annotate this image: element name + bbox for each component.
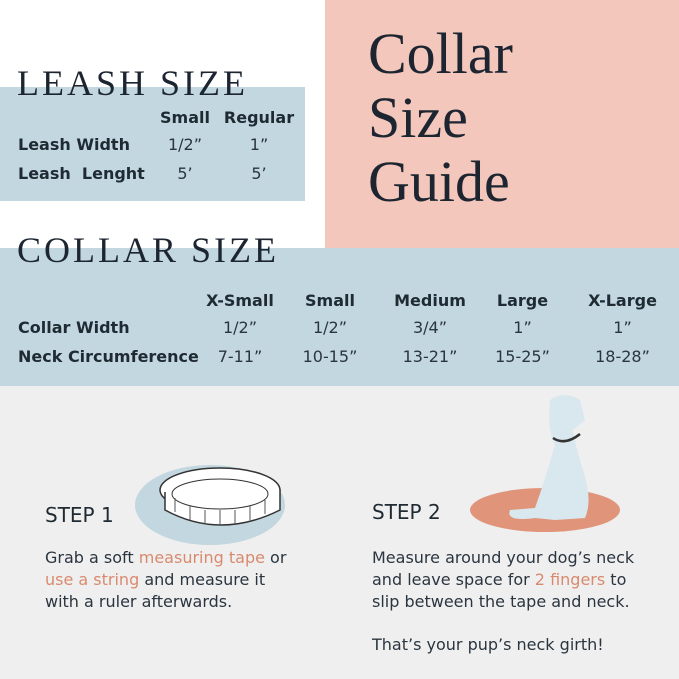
collar-heading: COLLAR SIZE: [17, 230, 279, 270]
measuring-tape-icon: [135, 465, 285, 545]
highlight: 2 fingers: [534, 570, 606, 589]
cell: 1”: [249, 135, 269, 154]
highlight: measuring tape: [138, 548, 265, 567]
step1-text: Grab a soft measuring tape or use a stri…: [45, 547, 286, 613]
step2-text: Measure around your dog’s neck and leave…: [372, 547, 634, 613]
row-label: Leash Width: [18, 135, 130, 154]
cell: 18-28”: [595, 347, 650, 366]
title-line: Guide: [368, 149, 510, 214]
step2-final: That’s your pup’s neck girth!: [372, 635, 604, 654]
text: with a ruler afterwards.: [45, 592, 233, 611]
cell: 1/2”: [222, 318, 258, 337]
cell: 10-15”: [302, 347, 358, 366]
collar-table-bg: [0, 248, 679, 386]
cell: 1/2”: [312, 318, 348, 337]
cell: 13-21”: [402, 347, 458, 366]
leash-heading: LEASH SIZE: [17, 63, 248, 103]
col-header: X-Small: [206, 291, 274, 310]
sitting-dog-icon: [470, 395, 620, 532]
text: and measure it: [139, 570, 266, 589]
text: Grab a soft: [45, 548, 139, 567]
cell: 1”: [613, 318, 632, 337]
title-line: Collar: [368, 21, 513, 86]
cell: 7-11”: [217, 347, 263, 366]
step2-title: STEP 2: [372, 500, 441, 524]
row-label: Leash Lenght: [18, 164, 145, 183]
cell: 5’: [177, 164, 193, 183]
text: or: [264, 548, 287, 567]
text: Measure around your dog’s neck: [372, 548, 635, 567]
row-label: Neck Circumference: [18, 347, 199, 366]
col-header: Regular: [223, 108, 295, 127]
cell: 1”: [513, 318, 532, 337]
step1-title: STEP 1: [45, 503, 114, 527]
col-header: X-Large: [588, 291, 657, 310]
title-line: Size: [368, 85, 468, 150]
col-header: Small: [160, 108, 210, 127]
page-title: Collar Size Guide: [368, 22, 513, 214]
cell: 5’: [251, 164, 267, 183]
text: to: [605, 570, 627, 589]
cell: 3/4”: [412, 318, 448, 337]
cell: 1/2”: [167, 135, 203, 154]
col-header: Medium: [394, 291, 466, 310]
highlight: use a string: [45, 570, 140, 589]
leash-table-bg: [0, 87, 305, 201]
text: slip between the tape and neck.: [372, 592, 630, 611]
text: and leave space for: [372, 570, 535, 589]
col-header: Large: [496, 291, 549, 310]
cell: 15-25”: [495, 347, 550, 366]
title-panel: [325, 0, 679, 248]
row-label: Collar Width: [18, 318, 130, 337]
col-header: Small: [305, 291, 355, 310]
